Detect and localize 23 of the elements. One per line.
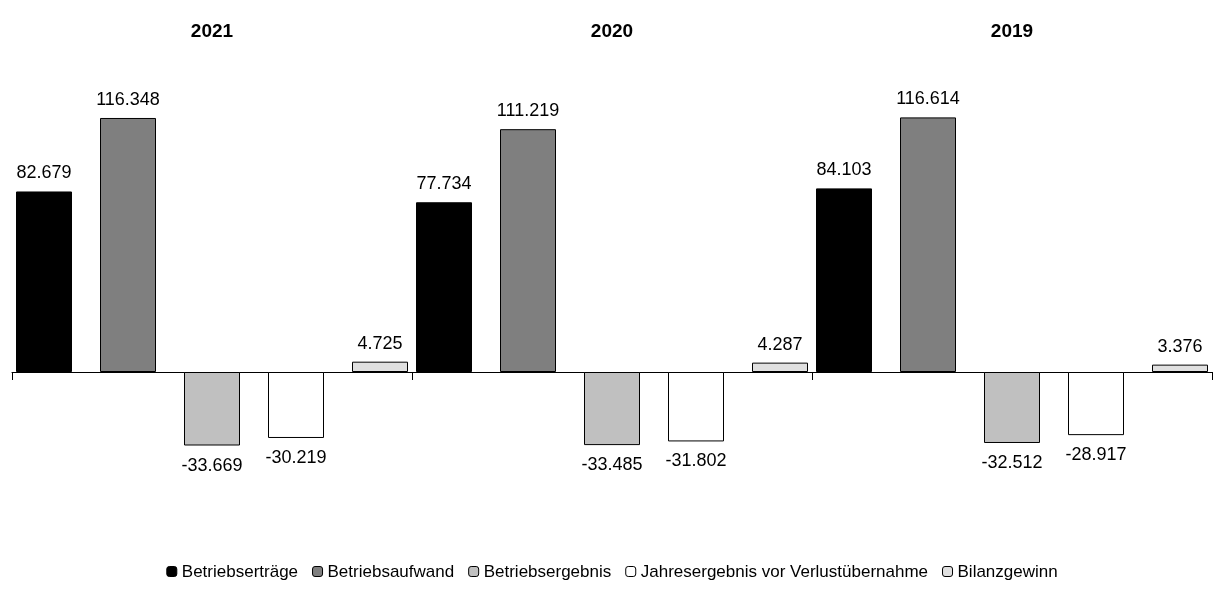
legend-label: Betriebsaufwand xyxy=(327,562,455,581)
data-label: -33.485 xyxy=(581,454,643,475)
legend-label: Betriebserträge xyxy=(181,562,299,581)
data-label: 3.376 xyxy=(1157,335,1203,356)
legend-label: Jahresergebnis vor Verlustübernahme xyxy=(640,562,929,581)
data-label: 111.219 xyxy=(496,100,560,121)
x-tick-label: 2021 xyxy=(190,20,234,41)
data-label: -30.219 xyxy=(265,446,327,467)
legend-label: Bilanzgewinn xyxy=(957,562,1058,581)
data-label: 4.725 xyxy=(357,332,403,353)
x-tick-label: 2019 xyxy=(990,20,1034,41)
data-label: -31.802 xyxy=(665,450,727,471)
x-tick-label: 2020 xyxy=(590,20,634,41)
data-label: 77.734 xyxy=(416,173,472,194)
data-label: 116.348 xyxy=(96,88,160,109)
legend-label: Betriebsergebnis xyxy=(483,562,612,581)
data-label: -33.669 xyxy=(181,454,243,475)
data-label: 84.103 xyxy=(816,159,872,180)
data-label: 4.287 xyxy=(757,333,803,354)
data-label: -32.512 xyxy=(981,451,1043,472)
data-label: 82.679 xyxy=(16,162,72,183)
data-label: -28.917 xyxy=(1065,444,1127,465)
data-label: 116.614 xyxy=(896,88,960,109)
